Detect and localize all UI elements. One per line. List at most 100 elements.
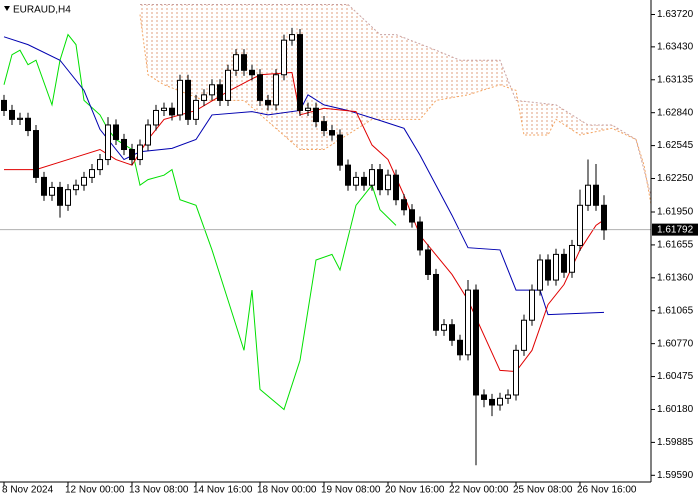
x-tick-label: 20 Nov 16:00 (385, 485, 445, 496)
candle-body (553, 253, 559, 281)
candle-body (265, 99, 271, 106)
candle-body (89, 169, 95, 178)
candle-body (313, 107, 319, 123)
candle-body (457, 339, 463, 356)
last-price-label: 1.61792 (657, 224, 694, 235)
candle-body (153, 109, 159, 126)
candle-body (57, 186, 63, 206)
y-tick-label: 1.62250 (657, 173, 694, 184)
candle-body (393, 174, 399, 201)
candle-body (385, 174, 391, 191)
candle-body (361, 176, 367, 186)
candle-body (513, 349, 519, 396)
candle-body (9, 109, 15, 120)
candle-body (433, 273, 439, 331)
candle-body (65, 189, 71, 206)
candle-body (73, 184, 79, 191)
candle-body (401, 199, 407, 211)
candle-body (129, 149, 135, 161)
y-tick-label: 1.61655 (657, 240, 694, 251)
candle-body (233, 54, 239, 71)
candle-body (465, 289, 471, 356)
candle-body (417, 221, 423, 251)
indicator-line (139, 14, 651, 208)
ichimoku-cloud (140, 4, 651, 205)
candle-body (353, 176, 359, 186)
candle-body (329, 130, 335, 136)
candle-body (409, 209, 415, 223)
candle-body (337, 134, 343, 166)
y-tick-label: 1.61950 (657, 207, 694, 218)
candle-body (345, 164, 351, 186)
y-tick-label: 1.59885 (657, 437, 694, 448)
x-tick-label: 13 Nov 08:00 (129, 485, 189, 496)
candle-body (297, 34, 303, 111)
candle-body (497, 397, 503, 406)
candle-body (81, 176, 87, 186)
candle-body (529, 289, 535, 321)
x-tick-label: 12 Nov 00:00 (65, 485, 125, 496)
title-icon (4, 6, 10, 11)
candle-body (473, 289, 479, 396)
candle-body (545, 259, 551, 281)
candle-body (97, 159, 103, 171)
candle-body (601, 204, 607, 231)
candle-body (505, 394, 511, 399)
candle-body (305, 107, 311, 111)
chart-title: EURAUD,H4 (13, 5, 71, 16)
candle-body (137, 144, 143, 161)
x-tick-label: 26 Nov 16:00 (577, 485, 637, 496)
x-tick-label: 8 Nov 2024 (2, 485, 54, 496)
plot-area (0, 3, 651, 466)
candle-body (489, 398, 495, 406)
candle-body (521, 319, 527, 351)
candle-body (273, 74, 279, 106)
candle-body (241, 54, 247, 71)
candle-body (249, 69, 255, 76)
candle-body (561, 253, 567, 273)
indicator-line (140, 3, 651, 198)
y-tick-label: 1.63135 (657, 74, 694, 85)
candle-body (33, 130, 39, 178)
y-tick-label: 1.60770 (657, 338, 694, 349)
candle-body (113, 124, 119, 140)
candle-body (161, 107, 167, 111)
candle-body (185, 79, 191, 120)
candle-body (121, 138, 127, 151)
last-price-box (652, 223, 698, 236)
y-tick-label: 1.63430 (657, 42, 694, 53)
x-tick-label: 25 Nov 08:00 (513, 485, 573, 496)
candle-body (193, 99, 199, 120)
candle-body (17, 117, 23, 120)
candle-body (449, 324, 455, 341)
candle-body (145, 124, 151, 146)
candle-body (105, 124, 111, 161)
candle-body (321, 121, 327, 132)
candle-body (209, 84, 215, 96)
candle-body (441, 324, 447, 331)
candle-body (225, 69, 231, 101)
candle-body (537, 259, 543, 291)
candle-body (593, 184, 599, 206)
x-tick-label: 14 Nov 16:00 (193, 485, 253, 496)
candle-body (177, 79, 183, 116)
candle-body (377, 169, 383, 191)
y-tick-label: 1.62545 (657, 140, 694, 151)
indicator-line (4, 71, 605, 373)
candle-body (569, 244, 575, 273)
candle-body (577, 204, 583, 246)
candle-body (425, 249, 431, 275)
x-tick-label: 19 Nov 08:00 (321, 485, 381, 496)
candle-body (289, 34, 295, 41)
candle-body (281, 39, 287, 76)
y-tick-label: 1.59590 (657, 470, 694, 481)
y-tick-label: 1.60180 (657, 404, 694, 415)
y-tick-label: 1.63720 (657, 9, 694, 20)
y-tick-label: 1.61360 (657, 272, 694, 283)
y-tick-label: 1.60475 (657, 371, 694, 382)
x-tick-label: 18 Nov 00:00 (257, 485, 317, 496)
candle-body (217, 84, 223, 101)
y-tick-label: 1.62840 (657, 107, 694, 118)
candle-body (169, 107, 175, 116)
